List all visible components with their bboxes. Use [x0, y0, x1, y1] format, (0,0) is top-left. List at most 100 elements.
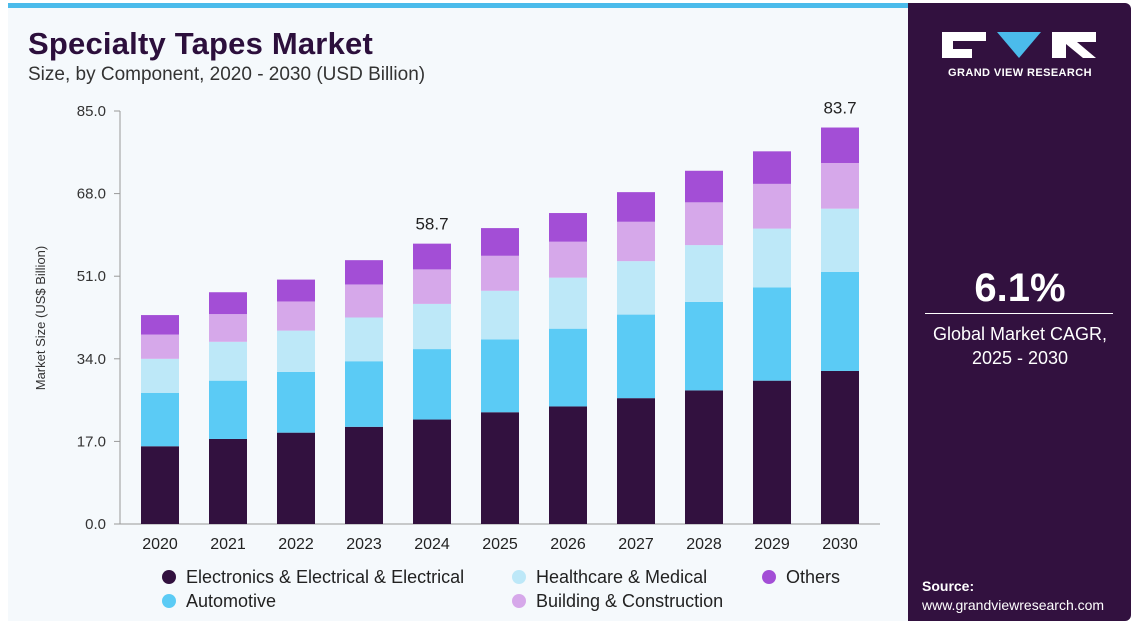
bar-segment — [685, 170, 723, 203]
bar-segment — [617, 261, 655, 315]
bar-total-label: 58.7 — [415, 215, 448, 234]
bar-segment — [617, 398, 655, 524]
legend-item-healthcare: Healthcare & Medical — [512, 567, 707, 588]
brand-sidebar — [908, 3, 1131, 621]
legend-label: Healthcare & Medical — [536, 567, 708, 587]
bar-segment — [481, 339, 519, 413]
bar-segment — [413, 349, 451, 420]
bar-segment — [821, 208, 859, 272]
y-tick-label: 68.0 — [77, 186, 106, 203]
legend-item-electronics: Electronics & Electrical & Electrical — [162, 567, 464, 588]
bar-segment — [753, 228, 791, 288]
bar-segment — [821, 370, 859, 524]
bar-segment — [277, 371, 315, 433]
bar-segment — [549, 328, 587, 407]
top-accent-bar — [8, 3, 908, 8]
bar-segment — [549, 406, 587, 524]
x-tick-label: 2028 — [686, 536, 722, 553]
x-tick-label: 2027 — [618, 536, 654, 553]
source-url[interactable]: www.grandviewresearch.com — [922, 597, 1105, 613]
bar-segment — [277, 330, 315, 372]
cagr-value: 6.1% — [974, 266, 1066, 310]
legend-label: Building & Construction — [536, 591, 724, 611]
bar-segment — [753, 287, 791, 381]
y-tick-label: 0.0 — [85, 516, 106, 533]
bar-segment — [413, 269, 451, 304]
bar-segment — [753, 151, 791, 184]
bar-segment — [821, 162, 859, 209]
cagr-label: Global Market CAGR, 2025 - 2030 — [910, 322, 1130, 370]
bar-total-label: 83.7 — [823, 99, 856, 118]
bar-segment — [413, 243, 451, 270]
bar-segment — [685, 202, 723, 246]
legend-swatch-automotive — [162, 594, 176, 608]
x-tick-label: 2020 — [142, 536, 178, 553]
legend-swatch-healthcare — [512, 570, 526, 584]
bar-segment — [209, 292, 247, 315]
y-tick-label: 34.0 — [77, 351, 106, 368]
source-label: Source: — [922, 578, 975, 594]
cagr-divider — [925, 313, 1113, 314]
legend-swatch-building — [512, 594, 526, 608]
bar-segment — [345, 317, 383, 362]
bar-segment — [753, 183, 791, 229]
bar-segment — [549, 241, 587, 278]
bar-segment — [209, 314, 247, 342]
x-tick-label: 2022 — [278, 536, 314, 553]
bar-segment — [209, 380, 247, 439]
bar-segment — [345, 260, 383, 285]
bar-segment — [345, 361, 383, 427]
chart-plot: 0.0 17.0 34.0 51.0 68.0 85.0 Market Size (US$ … — [33, 99, 880, 553]
legend-swatch-electronics — [162, 570, 176, 584]
bar-segment — [617, 314, 655, 399]
bar-segment — [685, 301, 723, 391]
bar-segment — [141, 315, 179, 335]
grand-view-research-logo — [942, 32, 1096, 58]
legend-label: Others — [786, 567, 841, 587]
chart-title: Specialty Tapes Market — [28, 26, 373, 61]
legend-item-automotive: Automotive — [162, 591, 276, 612]
bar-segment — [617, 192, 655, 222]
bar-segment — [685, 245, 723, 302]
cagr-label-line1: Global Market CAGR, — [932, 324, 1108, 344]
bar-segment — [141, 358, 179, 393]
bar-segment — [481, 228, 519, 256]
bar-segment — [141, 334, 179, 359]
bar-segment — [277, 279, 315, 302]
y-tick-label: 51.0 — [77, 268, 106, 285]
x-tick-label: 2023 — [346, 536, 382, 553]
y-tick-label: 17.0 — [77, 433, 106, 450]
bar-segment — [549, 277, 587, 329]
brand-name: GRAND VIEW RESEARCH — [948, 67, 1092, 79]
bar-segment — [821, 271, 859, 371]
legend-label: Electronics & Electrical & Electrical — [186, 567, 465, 587]
x-tick-label: 2024 — [414, 536, 450, 553]
bar-segment — [141, 392, 179, 447]
bar-segment — [345, 426, 383, 524]
legend-label: Automotive — [186, 591, 277, 611]
y-axis-title: Market Size (US$ Billion) — [33, 246, 48, 391]
bar-segment — [685, 390, 723, 524]
legend-item-building: Building & Construction — [512, 591, 723, 612]
x-tick-label: 2025 — [482, 536, 518, 553]
x-tick-label: 2026 — [550, 536, 586, 553]
x-tick-label: 2021 — [210, 536, 246, 553]
legend-swatch-others — [762, 570, 776, 584]
legend-item-others: Others — [762, 567, 840, 588]
bar-segment — [277, 432, 315, 524]
bar-segment — [617, 221, 655, 262]
bar-segment — [413, 419, 451, 524]
bar-segment — [277, 301, 315, 331]
bar-segment — [345, 284, 383, 318]
chart-subtitle: Size, by Component, 2020 - 2030 (USD Bil… — [28, 64, 426, 85]
y-tick-label: 85.0 — [77, 103, 106, 120]
bar-segment — [753, 380, 791, 524]
bar-segment — [481, 255, 519, 291]
bar-segment — [481, 290, 519, 340]
x-tick-label: 2030 — [822, 536, 858, 553]
x-tick-label: 2029 — [754, 536, 790, 553]
bar-segment — [141, 446, 179, 524]
bar-segment — [209, 438, 247, 524]
bar-segment — [549, 213, 587, 242]
